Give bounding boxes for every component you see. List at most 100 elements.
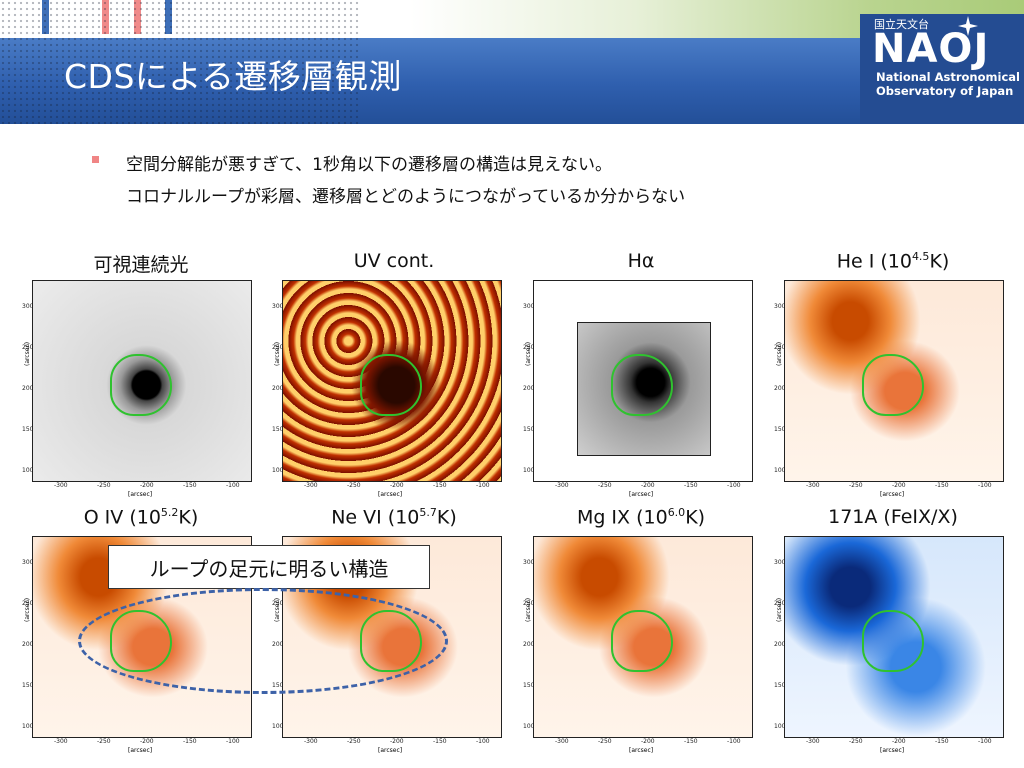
x-tick-label: -100	[226, 738, 240, 745]
y-axis-label: (arcsec)	[24, 597, 31, 622]
panel-he-i: 300 250 200 150 100 -300 -250 -200 -150 -100 (arcs…	[774, 276, 1021, 501]
y-axis-label: (arcsec)	[24, 341, 31, 366]
x-tick-label: -250	[97, 482, 111, 489]
panel-title-8: 171A (FeIX/X)	[786, 506, 1000, 528]
panel-h-alpha: 300 250 200 150 100 -300 -250 -200 -150 -100 (arcs…	[523, 276, 770, 501]
x-axis-label: [arcsec]	[378, 491, 403, 498]
header-stripe	[102, 0, 109, 34]
panel-title-main: UV cont.	[353, 250, 435, 272]
header-stripe	[42, 0, 49, 34]
x-axis-label: [arcsec]	[880, 491, 905, 498]
y-tick-label: 250	[22, 600, 34, 607]
header-stripe	[134, 0, 141, 34]
x-tick-label: -300	[806, 738, 820, 745]
panel-title-post: K)	[178, 506, 199, 529]
y-tick-label: 150	[22, 682, 34, 689]
panel-title-main: Hα	[627, 250, 655, 272]
x-tick-label: -150	[935, 482, 949, 489]
x-tick-label: -300	[555, 482, 569, 489]
panel-title-6: Ne VI (105.7K)	[283, 506, 505, 528]
x-tick-label: -200	[140, 738, 154, 745]
y-tick-label: 200	[523, 641, 535, 648]
panel-title-sup: 5.2	[160, 506, 179, 519]
logo-japanese-name: 国立天文台	[874, 18, 929, 31]
y-tick-label: 150	[523, 682, 535, 689]
x-tick-label: -300	[54, 482, 68, 489]
y-tick-label: 300	[523, 559, 535, 566]
x-tick-label: -200	[140, 482, 154, 489]
star-icon	[958, 16, 978, 36]
y-tick-label: 150	[22, 426, 34, 433]
y-tick-label: 100	[523, 467, 535, 474]
sunspot-contour	[862, 354, 924, 416]
y-tick-label: 100	[774, 467, 786, 474]
x-tick-label: -250	[849, 482, 863, 489]
x-tick-label: -200	[390, 482, 404, 489]
x-tick-label: -150	[935, 738, 949, 745]
x-axis-label: [arcsec]	[128, 747, 153, 754]
x-tick-label: -150	[433, 482, 447, 489]
x-axis-label: [arcsec]	[378, 747, 403, 754]
y-tick-label: 200	[22, 641, 34, 648]
panel-171a: 300 250 200 150 100 -300 -250 -200 -150 -100 (arcs…	[774, 532, 1021, 757]
y-axis-label: (arcsec)	[525, 341, 532, 366]
panel-title-main: 可視連続光	[93, 254, 189, 276]
x-tick-label: -300	[806, 482, 820, 489]
y-tick-label: 150	[774, 682, 786, 689]
x-tick-label: -150	[684, 738, 698, 745]
y-axis-label: (arcsec)	[776, 597, 783, 622]
y-tick-label: 100	[22, 723, 34, 730]
y-tick-label: 250	[774, 344, 786, 351]
x-tick-label: -100	[978, 738, 992, 745]
x-tick-label: -150	[684, 482, 698, 489]
x-tick-label: -250	[347, 482, 361, 489]
x-axis-label: [arcsec]	[880, 747, 905, 754]
panel-title-main: 171A (FeIX/X)	[828, 506, 958, 528]
x-tick-label: -100	[476, 738, 490, 745]
panel-title-main: He I (10	[836, 250, 912, 273]
panel-title-2: UV cont.	[283, 250, 505, 272]
x-tick-label: -100	[226, 482, 240, 489]
sunspot-contour	[862, 610, 924, 672]
x-tick-label: -150	[433, 738, 447, 745]
callout-box: ループの足元に明るい構造	[108, 545, 430, 589]
y-tick-label: 300	[272, 303, 284, 310]
y-tick-label: 300	[22, 559, 34, 566]
x-tick-label: -150	[183, 482, 197, 489]
logo-line-1: National Astronomical	[876, 70, 1020, 84]
panel-title-post: K)	[929, 250, 950, 273]
y-tick-label: 200	[774, 385, 786, 392]
y-tick-label: 100	[22, 467, 34, 474]
sunspot-contour	[360, 354, 422, 416]
panel-title-sup: 4.5	[911, 250, 930, 263]
panel-visible-continuum: 300 250 200 150 100 -300 -250 -200 -150 -100 (arcs…	[22, 276, 269, 501]
panel-title-main: Ne VI (10	[331, 506, 420, 529]
x-tick-label: -300	[304, 482, 318, 489]
x-tick-label: -250	[849, 738, 863, 745]
y-tick-label: 150	[523, 426, 535, 433]
y-tick-label: 250	[774, 600, 786, 607]
header-stripe	[165, 0, 172, 34]
y-tick-label: 300	[774, 559, 786, 566]
y-tick-label: 200	[22, 385, 34, 392]
x-tick-label: -150	[183, 738, 197, 745]
y-tick-label: 250	[272, 344, 284, 351]
y-tick-label: 250	[523, 600, 535, 607]
x-tick-label: -300	[555, 738, 569, 745]
x-tick-label: -300	[54, 738, 68, 745]
y-tick-label: 200	[523, 385, 535, 392]
panel-title-1: 可視連続光	[34, 250, 248, 277]
y-tick-label: 250	[523, 344, 535, 351]
y-axis-label: (arcsec)	[525, 597, 532, 622]
x-tick-label: -200	[390, 738, 404, 745]
x-tick-label: -250	[347, 738, 361, 745]
x-tick-label: -250	[598, 738, 612, 745]
y-tick-label: 200	[272, 385, 284, 392]
panel-title-sup: 6.0	[667, 506, 686, 519]
naoj-logo	[860, 14, 1024, 124]
panel-title-3: Hα	[534, 250, 748, 272]
panel-uv-cont: 300 250 200 150 100 -300 -250 -200 -150 -100 (arcs…	[272, 276, 519, 501]
panel-title-7: Mg IX (106.0K)	[534, 506, 748, 528]
highlight-ellipse	[78, 588, 448, 694]
panel-title-main: Mg IX (10	[576, 506, 668, 529]
